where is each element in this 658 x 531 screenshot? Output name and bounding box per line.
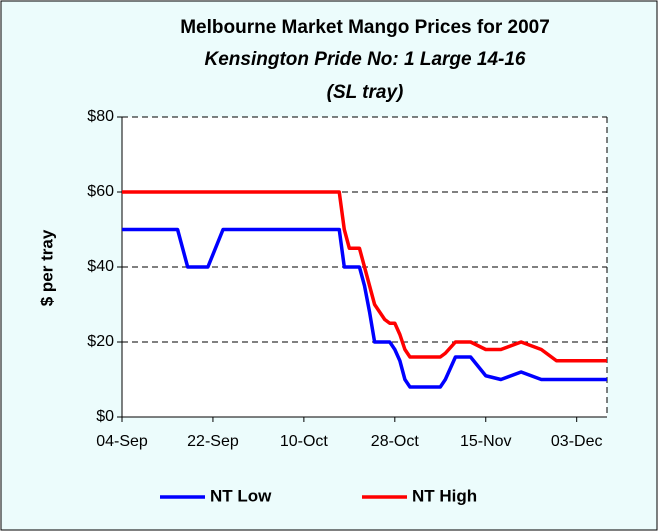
y-tick-label: $60 [87,183,114,200]
y-tick-label: $40 [87,258,114,275]
series-line [122,227,607,389]
y-axis-label: $ per tray [37,229,56,306]
x-tick-label: 10-Oct [280,433,329,450]
chart-title: Melbourne Market Mango Prices for 2007 [180,17,550,38]
y-tick-label: $0 [96,408,114,425]
x-tick-label: 28-Oct [371,433,420,450]
y-tick-label: $80 [87,108,114,125]
chart-subtitle: (SL tray) [327,82,404,103]
y-tick-label: $20 [87,333,114,350]
x-tick-label: 15-Nov [460,433,512,450]
series-line [122,190,607,363]
legend-label: NT High [412,486,477,505]
legend-label: NT Low [210,486,272,505]
x-tick-label: 04-Sep [96,433,148,450]
x-tick-label: 03-Dec [551,433,603,450]
chart-subtitle: Kensington Pride No: 1 Large 14-16 [205,49,526,70]
x-tick-label: 22-Sep [187,433,239,450]
